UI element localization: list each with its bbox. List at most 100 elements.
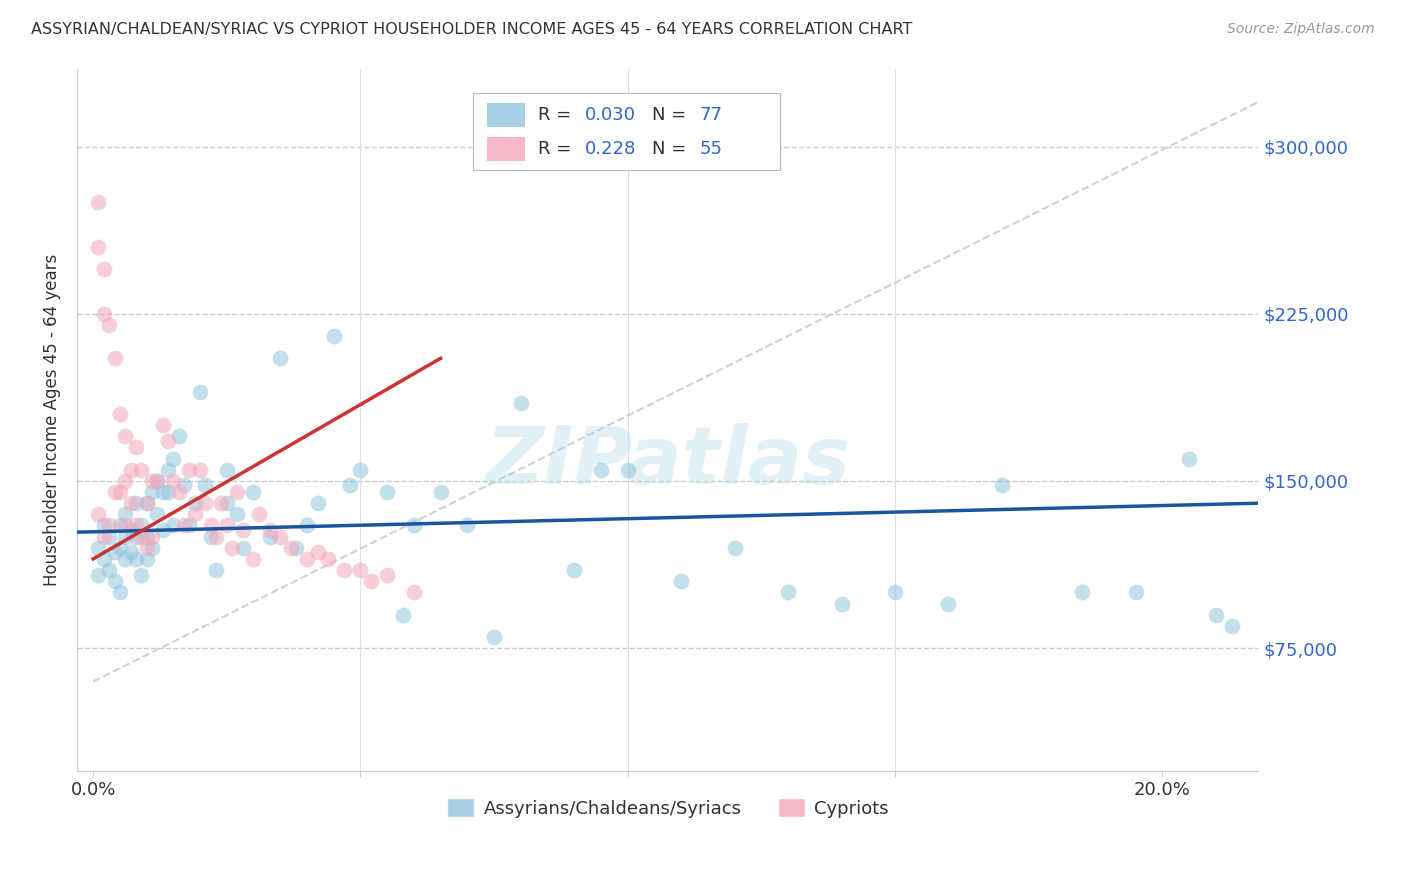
FancyBboxPatch shape <box>472 93 780 170</box>
Point <box>884 585 907 599</box>
Text: R =: R = <box>538 139 576 158</box>
Point <box>509 396 531 410</box>
Point <box>98 563 121 577</box>
Point <box>141 541 163 555</box>
Point <box>349 563 371 577</box>
Point <box>1205 607 1227 622</box>
Point <box>1220 619 1243 633</box>
Point <box>93 518 115 533</box>
Point <box>669 574 692 589</box>
Point <box>589 463 612 477</box>
Point <box>375 485 398 500</box>
Point <box>129 530 152 544</box>
Point <box>307 545 329 559</box>
Point <box>135 530 157 544</box>
Point <box>831 597 853 611</box>
Point <box>295 518 318 533</box>
Point <box>200 518 222 533</box>
Point <box>183 496 205 510</box>
Point <box>295 552 318 566</box>
Point <box>280 541 302 555</box>
Y-axis label: Householder Income Ages 45 - 64 years: Householder Income Ages 45 - 64 years <box>44 253 60 586</box>
Point <box>114 552 136 566</box>
Point <box>87 240 110 254</box>
Point <box>120 545 142 559</box>
Point <box>209 496 232 510</box>
Point <box>322 329 344 343</box>
Text: 77: 77 <box>700 106 723 124</box>
Point <box>232 523 254 537</box>
Point <box>146 474 169 488</box>
Point <box>103 574 125 589</box>
Point <box>120 523 142 537</box>
Point <box>179 463 201 477</box>
Point <box>93 307 115 321</box>
Point <box>120 463 142 477</box>
Point <box>103 545 125 559</box>
Point <box>114 518 136 533</box>
Point <box>402 518 425 533</box>
Point <box>125 441 148 455</box>
Point <box>392 607 415 622</box>
FancyBboxPatch shape <box>486 136 524 161</box>
Point <box>167 485 190 500</box>
Point <box>285 541 308 555</box>
Point <box>259 530 281 544</box>
Point <box>108 518 131 533</box>
Point <box>402 585 425 599</box>
Point <box>114 474 136 488</box>
Point <box>1178 451 1201 466</box>
Point <box>162 474 184 488</box>
Point <box>125 518 148 533</box>
Point <box>87 541 110 555</box>
Point <box>141 485 163 500</box>
Point <box>141 530 163 544</box>
Point <box>156 463 179 477</box>
Point <box>156 485 179 500</box>
Text: ASSYRIAN/CHALDEAN/SYRIAC VS CYPRIOT HOUSEHOLDER INCOME AGES 45 - 64 YEARS CORREL: ASSYRIAN/CHALDEAN/SYRIAC VS CYPRIOT HOUS… <box>31 22 912 37</box>
Text: 0.228: 0.228 <box>585 139 637 158</box>
Point <box>98 318 121 332</box>
Point <box>188 384 211 399</box>
Point <box>269 530 291 544</box>
Point <box>114 429 136 443</box>
Point <box>135 541 157 555</box>
Point <box>87 567 110 582</box>
Point <box>125 496 148 510</box>
Text: 0.030: 0.030 <box>585 106 636 124</box>
Point <box>205 530 228 544</box>
Point <box>194 478 217 492</box>
Point <box>135 496 157 510</box>
Point <box>247 508 270 522</box>
Text: N =: N = <box>652 106 692 124</box>
Point <box>333 563 356 577</box>
Point <box>167 429 190 443</box>
Point <box>776 585 799 599</box>
Point <box>87 508 110 522</box>
Point <box>991 478 1014 492</box>
Text: N =: N = <box>652 139 692 158</box>
Point <box>215 496 238 510</box>
Point <box>723 541 745 555</box>
Point <box>226 508 249 522</box>
Point <box>349 463 371 477</box>
Point <box>194 496 217 510</box>
Point <box>129 463 152 477</box>
Point <box>135 496 157 510</box>
Point <box>108 585 131 599</box>
Point <box>103 485 125 500</box>
Point <box>179 518 201 533</box>
Point <box>242 485 264 500</box>
Point <box>98 518 121 533</box>
Point <box>114 508 136 522</box>
Point <box>129 567 152 582</box>
Point <box>173 478 195 492</box>
Point <box>135 552 157 566</box>
Point <box>162 518 184 533</box>
Point <box>114 530 136 544</box>
Point <box>156 434 179 448</box>
Point <box>183 508 205 522</box>
Point <box>146 474 169 488</box>
Point <box>87 195 110 210</box>
Point <box>152 418 174 433</box>
